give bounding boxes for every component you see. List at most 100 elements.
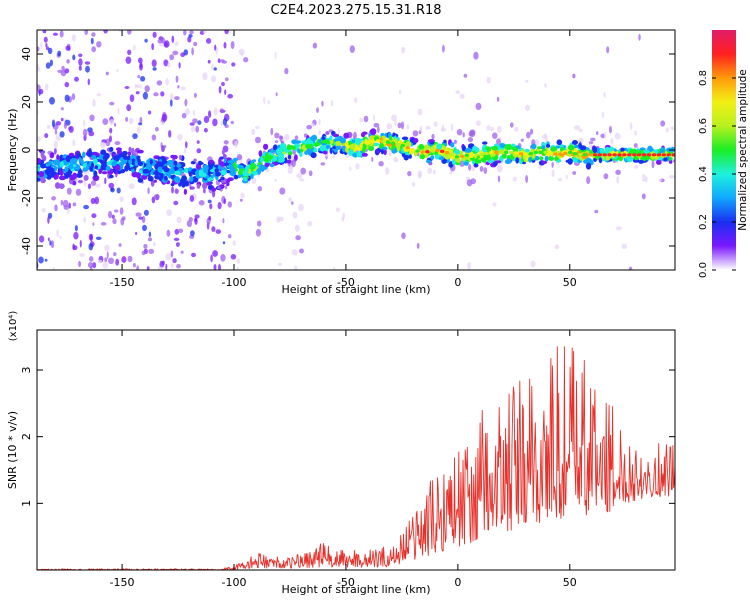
- spectrogram-ridge-cell: [70, 158, 78, 163]
- spectrogram-noise-cell: [641, 178, 645, 182]
- spectrogram-noise-cell: [274, 178, 277, 182]
- spectrogram-ridge-cell: [178, 167, 183, 172]
- spectrogram-ridge-cell: [626, 156, 634, 163]
- spectrogram-noise-cell: [221, 82, 225, 86]
- spectrogram-noise-cell: [355, 163, 360, 170]
- spectrogram-noise-cell: [152, 67, 157, 71]
- spectrogram-ridge-cell: [165, 171, 169, 177]
- spectrogram-noise-cell: [318, 130, 321, 136]
- spectrogram-noise-cell: [349, 45, 355, 53]
- spectrogram-noise-cell: [139, 61, 143, 68]
- spectrogram-noise-cell: [47, 216, 50, 224]
- colorbar-label: Normalized spectral amplitude: [737, 69, 749, 230]
- spectrogram-noise-cell: [135, 212, 142, 217]
- spectrogram-noise-cell: [274, 140, 279, 144]
- spectrogram-noise-cell: [129, 94, 135, 102]
- spectrogram-noise-cell: [195, 125, 199, 133]
- spectrogram-noise-cell: [211, 226, 216, 232]
- spectrogram-peak-cell: [508, 150, 514, 154]
- spectrogram-noise-cell: [224, 89, 227, 95]
- spectrogram-ridge-cell: [64, 166, 69, 172]
- spectrogram-noise-cell: [53, 140, 59, 149]
- spectrogram-ridge-cell: [123, 155, 128, 160]
- spectrogram-ridge-cell: [40, 176, 46, 184]
- spectrogram-ridge-cell: [608, 146, 615, 152]
- spectrogram-noise-cell: [72, 202, 77, 207]
- spectrogram-noise-cell: [203, 30, 207, 34]
- spectrogram-noise-cell: [151, 182, 154, 186]
- spectrogram-ridge-cell: [356, 150, 362, 158]
- spectrogram-noise-cell: [572, 73, 576, 79]
- spectrogram-noise-cell: [38, 235, 45, 243]
- spectrogram-ridge-cell: [443, 139, 447, 144]
- spectrogram-noise-cell: [88, 131, 95, 137]
- spectrogram-noise-cell: [175, 242, 180, 247]
- y-tick-label: 1: [20, 500, 33, 507]
- spectrogram-ridge-cell: [641, 156, 647, 161]
- spectrogram-noise-cell: [227, 234, 232, 239]
- spectrogram-peak-cell: [661, 153, 666, 157]
- spectrogram-noise-cell: [83, 119, 86, 128]
- spectrogram-noise-cell: [629, 122, 633, 130]
- spectrogram-ridge-cell: [339, 137, 346, 144]
- spectrogram-noise-cell: [399, 89, 402, 95]
- spectrogram-noise-cell: [189, 186, 195, 190]
- spectrogram-noise-cell: [251, 177, 257, 184]
- spectrogram-noise-cell: [284, 67, 289, 75]
- spectrogram-ridge-cell: [482, 141, 488, 145]
- spectrogram-noise-cell: [78, 260, 82, 268]
- spectrogram-noise-cell: [104, 244, 110, 252]
- spectrogram-noise-cell: [42, 30, 47, 34]
- spectrogram-noise-cell: [104, 177, 107, 185]
- spectrogram-noise-cell: [377, 126, 380, 133]
- spectrogram-ridge-cell: [77, 179, 83, 184]
- spectrogram-noise-cell: [57, 50, 62, 57]
- spectrogram-ridge-cell: [297, 148, 301, 154]
- spectrogram-noise-cell: [497, 125, 502, 134]
- spectrogram-noise-cell: [85, 65, 90, 73]
- spectrogram-noise-cell: [459, 93, 465, 99]
- spectrogram-noise-cell: [105, 71, 109, 76]
- spectrogram-noise-cell: [341, 216, 345, 222]
- spectrogram-noise-cell: [121, 256, 127, 263]
- spectrogram-peak-cell: [494, 150, 499, 154]
- spectrogram-noise-cell: [321, 100, 324, 107]
- spectrogram-noise-cell: [185, 141, 188, 149]
- spectrogram-peak-cell: [518, 152, 524, 156]
- spectrogram-noise-cell: [78, 65, 82, 71]
- spectrogram-noise-cell: [621, 243, 627, 249]
- spectrogram-noise-cell: [100, 222, 107, 226]
- spectrogram-ridge-cell: [362, 143, 367, 150]
- spectrogram-noise-cell: [60, 199, 63, 206]
- spectrogram-noise-cell: [193, 92, 197, 98]
- snr-y-axis-label: SNR (10 * v/v): [6, 411, 19, 489]
- spectrogram-noise-cell: [203, 115, 210, 124]
- spectrogram-noise-cell: [51, 119, 56, 128]
- spectrogram-ridge-cell: [396, 144, 400, 152]
- spectrogram-ridge-cell: [374, 142, 379, 146]
- spectrogram-noise-cell: [65, 45, 71, 51]
- spectrogram-noise-cell: [294, 265, 298, 270]
- spectrogram-ridge-cell: [193, 158, 197, 163]
- spectrogram-ridge-cell: [531, 143, 537, 150]
- spectrogram-ridge-cell: [250, 162, 256, 170]
- spectrogram-noise-cell: [90, 37, 94, 45]
- spectrogram-ridge-cell: [94, 165, 99, 170]
- spectrogram-ridge-cell: [321, 136, 326, 140]
- spectrogram-noise-cell: [165, 263, 168, 270]
- spectrogram-noise-cell: [668, 175, 675, 179]
- spectrogram-noise-cell: [442, 44, 445, 53]
- spectrogram-noise-cell: [184, 98, 188, 107]
- spectrogram-noise-cell: [298, 203, 304, 211]
- spectrogram-ridge-cell: [113, 155, 120, 162]
- spectrogram-ridge-cell: [286, 159, 292, 164]
- spectrogram-noise-cell: [49, 97, 55, 105]
- spectrogram-ridge-cell: [174, 176, 181, 183]
- spectrogram-noise-cell: [230, 120, 234, 125]
- spectrogram-noise-cell: [186, 220, 193, 228]
- spectrogram-ridge-cell: [106, 161, 111, 166]
- spectrogram-noise-cell: [243, 57, 249, 63]
- spectrogram-noise-cell: [189, 122, 195, 126]
- spectrogram-ridge-cell: [181, 181, 186, 188]
- spectrogram-noise-cell: [525, 79, 529, 83]
